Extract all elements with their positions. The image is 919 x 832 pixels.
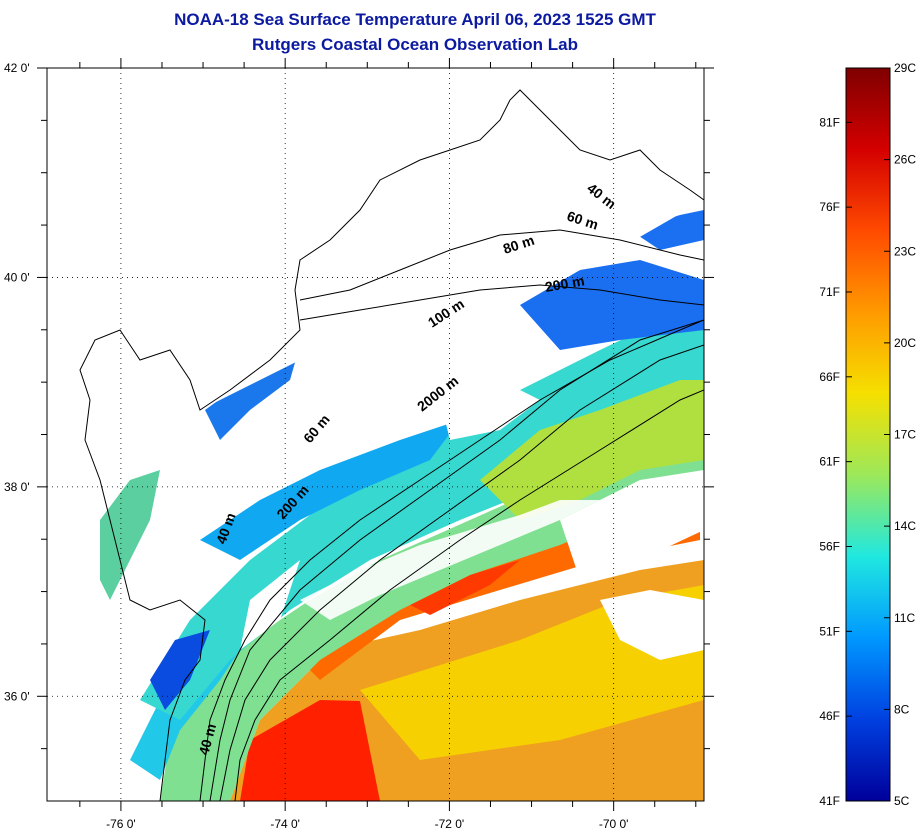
map-title: NOAA-18 Sea Surface Temperature April 06…	[174, 10, 656, 29]
cloud-mask	[47, 68, 704, 660]
colorbar-f-label: 81F	[819, 115, 840, 129]
colorbar-c-label: 29C	[894, 61, 916, 75]
colorbar-f-label: 41F	[819, 794, 840, 808]
colorbar-f-label: 66F	[819, 370, 840, 384]
colorbar-c-label: 26C	[894, 153, 916, 167]
colorbar-c-label: 17C	[894, 428, 916, 442]
colorbar-f-label: 71F	[819, 285, 840, 299]
lat-tick-label: 38 0'	[4, 480, 30, 494]
colorbar-c-label: 14C	[894, 519, 916, 533]
coastline	[79, 89, 704, 801]
lat-tick-label: 40 0'	[4, 270, 30, 284]
lat-tick-label: 42 0'	[4, 61, 30, 75]
map-subtitle: Rutgers Coastal Ocean Observation Lab	[252, 35, 578, 54]
longitude-axis: -76 0' -74 0' -72 0' -70 0'	[106, 817, 628, 831]
colorbar-celsius-labels: 29C 26C 23C 20C 17C 14C 11C 8C 5C	[884, 61, 916, 808]
contour-label-200m-north: 200 m	[544, 272, 586, 295]
lon-tick-label: -72 0'	[435, 817, 465, 831]
lon-tick-label: -76 0'	[106, 817, 136, 831]
latitude-axis: 42 0' 40 0' 38 0' 36 0'	[4, 61, 30, 703]
lon-tick-label: -70 0'	[599, 817, 629, 831]
colorbar-c-label: 8C	[894, 702, 910, 716]
graticule	[37, 58, 714, 811]
colorbar-f-label: 61F	[819, 455, 840, 469]
colorbar-c-label: 20C	[894, 336, 916, 350]
colorbar-c-label: 11C	[894, 611, 915, 625]
plot-frame	[46, 67, 705, 802]
lon-tick-label: -74 0'	[270, 817, 300, 831]
colorbar-f-label: 56F	[819, 539, 840, 553]
colorbar-c-label: 5C	[894, 794, 910, 808]
contour-label-40m-south: 40 m	[195, 722, 219, 757]
colorbar-f-label: 76F	[819, 200, 840, 214]
colorbar	[845, 67, 891, 802]
lat-tick-label: 36 0'	[4, 689, 30, 703]
colorbar-fahrenheit-labels: 81F 76F 71F 66F 61F 56F 51F 46F 41F	[819, 115, 852, 808]
colorbar-c-label: 23C	[894, 244, 916, 258]
colorbar-f-label: 51F	[819, 624, 840, 638]
colorbar-f-label: 46F	[819, 709, 840, 723]
